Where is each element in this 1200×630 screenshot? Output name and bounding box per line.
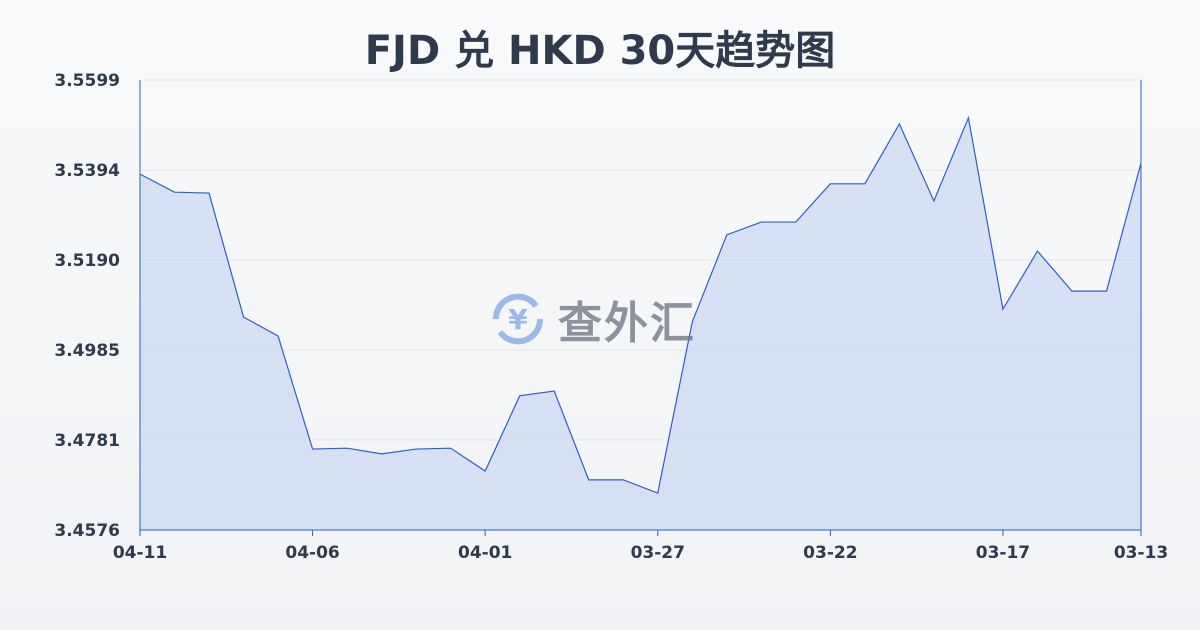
y-tick-label: 3.4985 bbox=[54, 341, 120, 361]
x-tick-label: 04-01 bbox=[458, 543, 512, 563]
watermark-text: 查外汇 bbox=[558, 298, 696, 349]
y-tick-label: 3.4576 bbox=[54, 521, 120, 541]
x-tick-label: 03-22 bbox=[803, 543, 857, 563]
chart-title: FJD 兑 HKD 30天趋势图 bbox=[364, 28, 836, 74]
yen-exchange-icon: ¥ bbox=[492, 293, 544, 345]
svg-text:¥: ¥ bbox=[508, 303, 528, 336]
watermark: ¥ 查外汇 bbox=[488, 287, 696, 351]
x-tick-label: 03-27 bbox=[631, 543, 685, 563]
y-tick-label: 3.5190 bbox=[54, 251, 120, 271]
area-fill bbox=[140, 117, 1141, 531]
x-tick-label: 03-17 bbox=[976, 543, 1030, 563]
x-tick-label: 03-13 bbox=[1114, 543, 1168, 563]
x-tick-label: 04-06 bbox=[285, 543, 339, 563]
y-tick-label: 3.5599 bbox=[54, 71, 120, 91]
series-line bbox=[139, 115, 1142, 494]
y-tick-label: 3.5394 bbox=[54, 161, 120, 181]
y-tick-label: 3.4781 bbox=[54, 431, 120, 451]
x-tick-label: 04-11 bbox=[113, 543, 167, 563]
